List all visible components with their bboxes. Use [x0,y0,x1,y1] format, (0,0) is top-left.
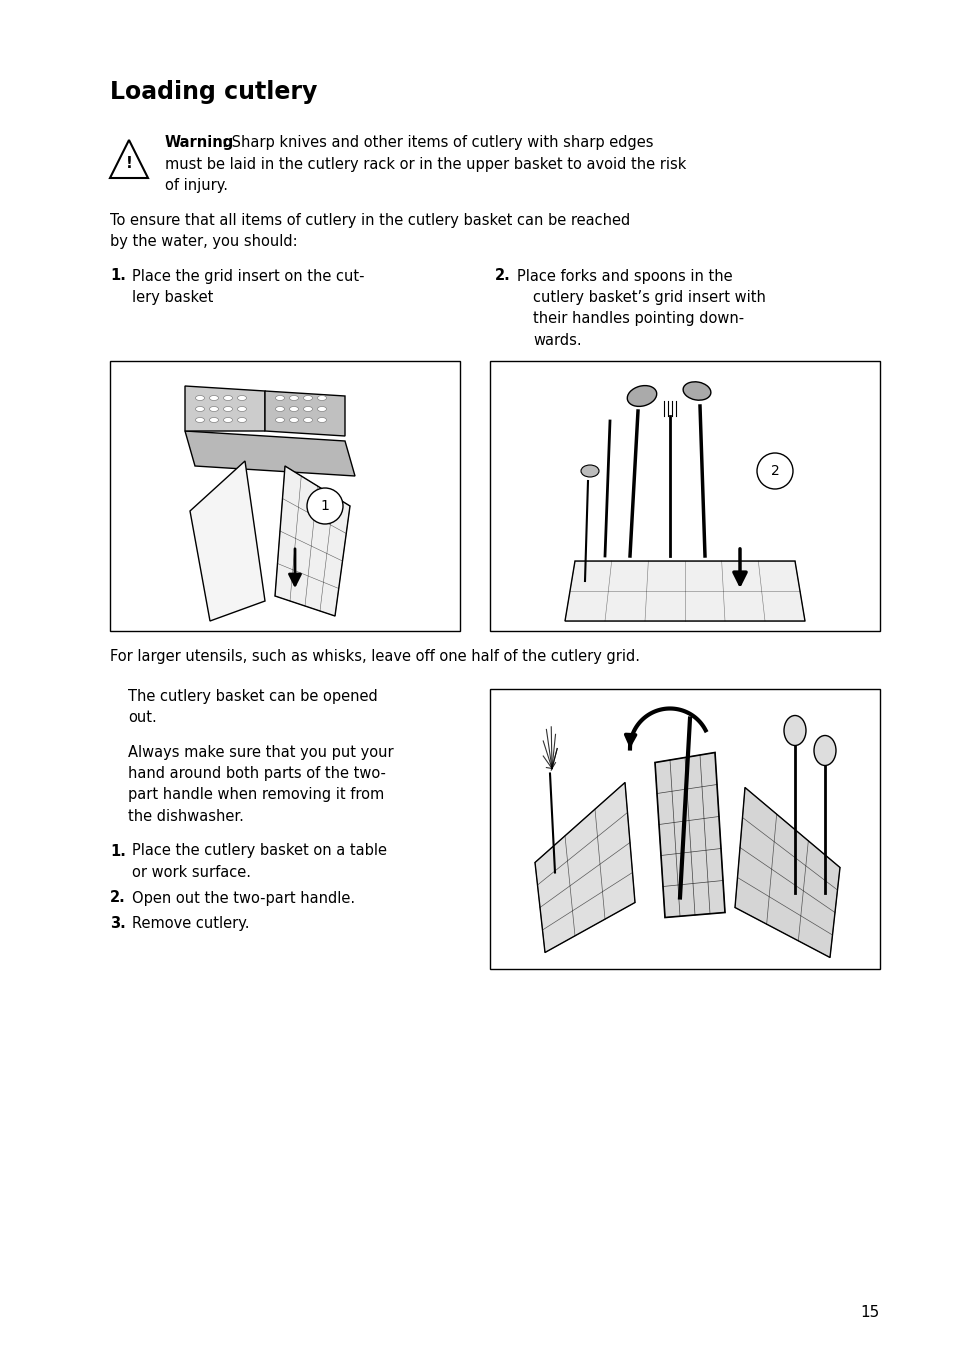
Ellipse shape [783,715,805,745]
Ellipse shape [237,418,246,422]
Ellipse shape [627,385,656,407]
Text: 15: 15 [860,1305,879,1320]
Text: 2.: 2. [495,269,510,284]
Text: wards.: wards. [533,333,581,347]
Polygon shape [190,461,265,621]
Ellipse shape [303,418,313,422]
Polygon shape [734,787,840,957]
Ellipse shape [813,735,835,765]
Text: must be laid in the cutlery rack or in the upper basket to avoid the risk: must be laid in the cutlery rack or in t… [165,157,685,172]
Text: Place the grid insert on the cut-: Place the grid insert on the cut- [132,269,364,284]
Text: : Sharp knives and other items of cutlery with sharp edges: : Sharp knives and other items of cutler… [222,135,653,150]
Ellipse shape [223,396,233,400]
Ellipse shape [275,396,284,400]
Ellipse shape [223,418,233,422]
Ellipse shape [223,407,233,411]
Circle shape [307,488,343,525]
Text: Open out the two-part handle.: Open out the two-part handle. [132,891,355,906]
Text: Always make sure that you put your: Always make sure that you put your [128,745,394,760]
Text: 1.: 1. [110,844,126,859]
Polygon shape [265,391,345,435]
Text: 3.: 3. [110,917,126,932]
Text: Remove cutlery.: Remove cutlery. [132,917,250,932]
Ellipse shape [303,407,313,411]
Bar [110,361,459,631]
Text: !: ! [126,155,132,172]
Ellipse shape [682,381,710,400]
Text: part handle when removing it from: part handle when removing it from [128,787,384,803]
Text: 1.: 1. [110,269,126,284]
Text: the dishwasher.: the dishwasher. [128,808,244,823]
Text: For larger utensils, such as whisks, leave off one half of the cutlery grid.: For larger utensils, such as whisks, lea… [110,649,639,664]
Text: Place the cutlery basket on a table: Place the cutlery basket on a table [132,844,387,859]
Text: Place forks and spoons in the: Place forks and spoons in the [517,269,732,284]
Text: of injury.: of injury. [165,178,228,193]
Ellipse shape [210,418,218,422]
Polygon shape [655,753,724,918]
Ellipse shape [580,465,598,477]
Text: lery basket: lery basket [132,289,213,306]
Polygon shape [274,466,350,617]
Polygon shape [535,783,635,953]
Text: 2: 2 [770,464,779,479]
Text: hand around both parts of the two-: hand around both parts of the two- [128,767,385,781]
Text: Warning: Warning [165,135,234,150]
Text: 2.: 2. [110,891,126,906]
Text: by the water, you should:: by the water, you should: [110,234,297,249]
Ellipse shape [275,407,284,411]
Ellipse shape [210,396,218,400]
Text: their handles pointing down-: their handles pointing down- [533,311,743,326]
Text: Loading cutlery: Loading cutlery [110,80,317,104]
Ellipse shape [237,396,246,400]
Polygon shape [564,561,804,621]
Text: 1: 1 [320,499,329,512]
Bar [490,361,879,631]
Polygon shape [185,387,265,431]
Ellipse shape [289,418,298,422]
Ellipse shape [317,418,326,422]
Text: cutlery basket’s grid insert with: cutlery basket’s grid insert with [533,289,765,306]
Ellipse shape [317,396,326,400]
Ellipse shape [317,407,326,411]
Ellipse shape [303,396,313,400]
Ellipse shape [210,407,218,411]
Polygon shape [185,431,355,476]
Text: To ensure that all items of cutlery in the cutlery basket can be reached: To ensure that all items of cutlery in t… [110,212,630,227]
Ellipse shape [195,418,204,422]
Circle shape [757,453,792,489]
Ellipse shape [289,407,298,411]
Ellipse shape [195,396,204,400]
Ellipse shape [195,407,204,411]
Ellipse shape [237,407,246,411]
Ellipse shape [289,396,298,400]
Bar [490,688,879,968]
Ellipse shape [275,418,284,422]
Text: out.: out. [128,710,156,725]
Text: or work surface.: or work surface. [132,865,251,880]
Text: The cutlery basket can be opened: The cutlery basket can be opened [128,688,377,703]
